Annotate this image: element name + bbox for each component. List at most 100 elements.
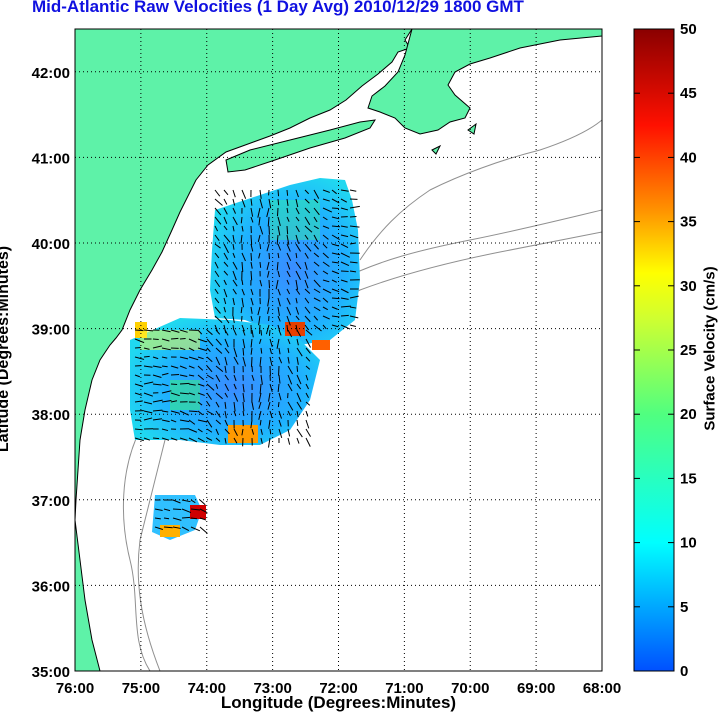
velocity-vector [188,392,196,396]
velocity-vector [305,356,311,362]
velocity-vector [265,324,270,335]
velocity-vector [161,390,172,394]
colorbar-tick-label: 15 [680,470,697,487]
velocity-vector [277,270,281,278]
velocity-vector [340,198,348,203]
velocity-vector [305,347,311,354]
velocity-vector [322,324,327,330]
velocity-vector [349,234,359,239]
land-newengland [367,29,602,135]
velocity-vector [275,279,279,290]
velocity-vector [287,410,291,416]
velocity-vector [296,428,303,438]
velocity-vector [295,297,298,304]
velocity-vector [278,374,281,384]
velocity-vector [170,365,179,369]
velocity-vector [206,356,213,363]
velocity-vector [295,216,300,222]
velocity-vector [277,324,281,331]
velocity-vector [250,252,253,261]
velocity-vector [259,356,262,367]
velocity-vector [313,189,320,199]
velocity-vector [181,526,190,531]
velocity-vector [278,347,281,355]
velocity-vector [232,243,235,250]
velocity-vector [161,419,170,423]
velocity-vector [232,297,235,306]
velocity-vector [172,499,181,504]
velocity-vector [197,365,204,371]
velocity-vector [215,401,220,408]
velocity-vector [154,508,163,511]
velocity-vector [305,392,309,398]
velocity-vector [286,306,292,316]
velocity-vector [305,365,311,370]
velocity-vector [277,383,280,393]
velocity-vector [286,288,291,295]
velocity-vector [331,225,341,228]
velocity-vector [134,356,145,360]
velocity-vector [233,392,239,402]
velocity-vector [215,428,220,436]
velocity-vector [258,401,262,409]
velocity-vector [161,410,169,413]
velocity-vector [331,270,339,274]
velocity-vector [269,347,273,354]
velocity-vector [260,374,263,385]
velocity-vector [286,207,289,214]
velocity-vector [197,392,205,396]
velocity-vector [233,383,237,390]
velocity-vector [322,279,330,283]
velocity-vector [152,345,163,349]
velocity-vector [349,295,359,299]
velocity-vector [331,261,339,264]
velocity-vector [267,297,270,307]
velocity-vector [250,297,254,306]
colorbar-tick-label: 5 [680,599,688,616]
velocity-vector [286,315,291,326]
land-longisland [225,119,376,173]
colorbar-tick-label: 40 [680,149,697,166]
velocity-vector [232,270,237,281]
velocity-vector [313,270,318,276]
velocity-vector [215,338,222,346]
x-tick-label: 70:00 [451,680,489,697]
x-tick-label: 69:00 [517,680,555,697]
velocity-vector [349,261,358,264]
velocity-vector [170,400,178,403]
velocity-vector [258,392,262,403]
velocity-vector [331,315,340,318]
velocity-vector [257,207,261,218]
velocity-vector [179,392,189,395]
velocity-vector [259,225,264,235]
y-tick-label: 35:00 [32,664,70,681]
velocity-vector [224,329,229,336]
velocity-vector [305,401,311,406]
velocity-vector [152,356,159,360]
velocity-vector [322,216,328,221]
velocity-vector [266,243,270,252]
velocity-vector [277,216,281,226]
velocity-vector [278,356,283,364]
velocity-vector [215,437,221,442]
y-tick-label: 41:00 [32,150,70,167]
colorbar [633,28,675,672]
colorbar-tick-label: 20 [680,406,697,423]
velocity-vector [188,356,199,361]
colorbar-tick-label: 30 [680,278,697,295]
land-capecod [431,122,477,155]
velocity-vector [134,346,142,349]
velocity-vector [242,383,245,393]
velocity-vector [161,383,169,387]
velocity-vector [313,297,321,302]
velocity-vector [278,410,282,419]
velocity-vector [206,329,213,336]
velocity-vector [295,315,300,321]
velocity-vector [250,315,253,322]
velocity-vector [134,392,143,396]
velocity-vector [170,419,177,423]
velocity-vector [340,252,350,258]
velocity-vector [295,234,300,244]
velocity-vector [304,216,311,226]
velocity-vector [304,198,310,204]
